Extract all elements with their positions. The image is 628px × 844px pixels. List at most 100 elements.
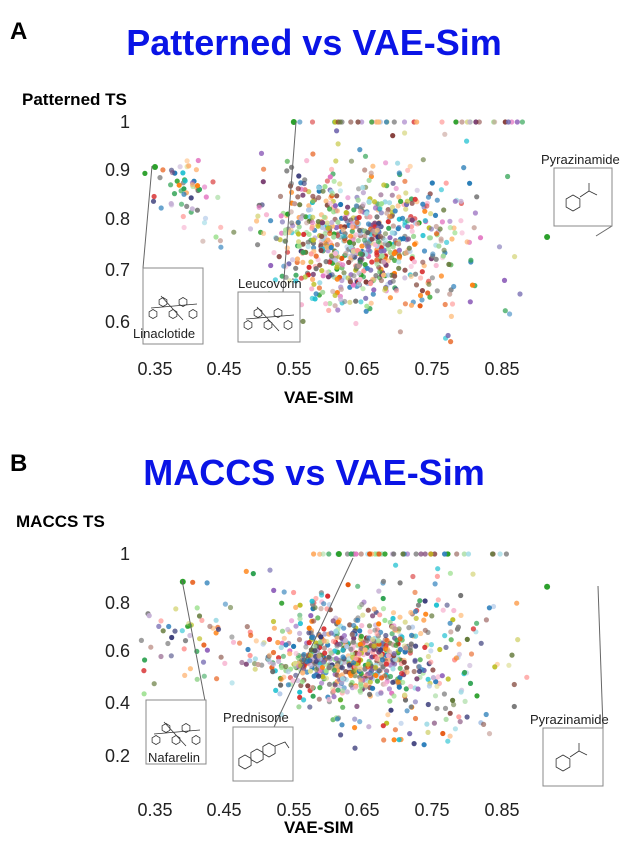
data-point — [519, 119, 526, 125]
data-point — [335, 219, 341, 225]
data-point — [432, 693, 439, 699]
data-point — [324, 220, 330, 226]
data-point — [340, 262, 346, 268]
data-point — [255, 242, 261, 248]
data-point — [438, 187, 444, 193]
data-point — [190, 579, 196, 585]
data-point — [483, 711, 489, 718]
data-point — [315, 223, 321, 229]
data-point — [296, 239, 302, 245]
annotation-leader-line — [273, 557, 354, 728]
data-point — [445, 676, 451, 682]
data-point — [358, 633, 364, 639]
data-point — [458, 612, 464, 618]
data-point — [334, 128, 340, 134]
data-point — [173, 606, 179, 612]
data-point — [357, 251, 364, 257]
data-point — [284, 158, 290, 164]
data-point — [360, 184, 366, 191]
data-point — [427, 294, 433, 300]
data-point — [289, 618, 295, 624]
data-point — [492, 664, 498, 670]
x-tick-label: 0.85 — [484, 359, 519, 379]
data-point — [511, 703, 517, 710]
data-point — [442, 633, 448, 639]
data-point — [331, 688, 337, 694]
highlighted-point — [152, 164, 158, 170]
data-point — [328, 650, 334, 656]
data-point — [325, 593, 331, 599]
data-point — [374, 227, 380, 233]
data-point — [248, 632, 254, 638]
data-point — [413, 282, 420, 288]
data-point — [467, 299, 473, 305]
highlighted-point — [544, 234, 551, 240]
data-point — [316, 696, 322, 702]
data-point — [359, 601, 365, 608]
data-point — [382, 617, 388, 623]
data-point — [204, 580, 210, 586]
data-point — [377, 612, 383, 618]
data-point — [440, 607, 446, 613]
data-point — [438, 236, 444, 242]
data-point — [378, 690, 384, 696]
annotation-leader-line — [142, 165, 153, 269]
data-point — [433, 679, 439, 685]
data-point — [304, 220, 310, 226]
data-point — [194, 207, 200, 213]
data-point — [281, 635, 287, 641]
data-point — [362, 233, 368, 240]
data-point — [353, 232, 359, 238]
data-point — [378, 210, 384, 216]
data-point — [329, 253, 335, 259]
data-point — [256, 204, 262, 210]
panel-b: B MACCS vs VAE-Sim MACCS TS VAE-SIM 0.2 0… — [0, 420, 628, 844]
data-point — [283, 663, 289, 670]
data-point — [458, 592, 464, 599]
data-point — [396, 626, 402, 632]
data-point — [355, 238, 361, 244]
data-point — [467, 680, 474, 686]
data-point — [483, 617, 489, 623]
data-point — [271, 625, 277, 631]
data-point — [363, 295, 369, 301]
data-point — [358, 683, 364, 689]
data-point — [318, 242, 324, 248]
data-point — [408, 683, 414, 690]
data-point — [334, 716, 340, 722]
data-point — [365, 671, 371, 677]
data-point — [349, 228, 355, 234]
data-point — [363, 279, 369, 285]
prednisone-structure: Prednisone — [223, 557, 354, 782]
data-point — [280, 653, 286, 659]
data-point — [402, 178, 408, 184]
data-point — [271, 250, 277, 256]
data-point — [222, 660, 228, 666]
data-point — [317, 262, 323, 268]
data-point — [339, 722, 345, 728]
data-point — [319, 680, 325, 686]
data-point — [293, 650, 299, 657]
data-point — [326, 681, 333, 687]
data-point — [349, 252, 355, 258]
data-point — [218, 224, 224, 230]
data-point — [310, 151, 316, 157]
data-point — [447, 218, 453, 224]
scatter-plot: 0.6 0.7 0.8 0.9 1 0.35 0.45 0.55 0.65 0.75 0.85 Lin… — [105, 112, 620, 379]
data-point — [306, 231, 312, 237]
data-point — [369, 119, 375, 125]
data-point — [334, 242, 340, 248]
data-point — [426, 683, 432, 689]
data-point — [420, 259, 426, 265]
data-point — [243, 568, 249, 574]
data-point — [380, 595, 386, 602]
data-point — [369, 259, 375, 265]
data-point — [353, 298, 359, 304]
data-point — [505, 173, 511, 180]
data-point — [402, 649, 408, 655]
data-point — [320, 273, 326, 279]
data-point — [414, 221, 420, 227]
data-point — [292, 201, 298, 207]
data-point — [182, 638, 189, 644]
data-point — [425, 653, 431, 660]
